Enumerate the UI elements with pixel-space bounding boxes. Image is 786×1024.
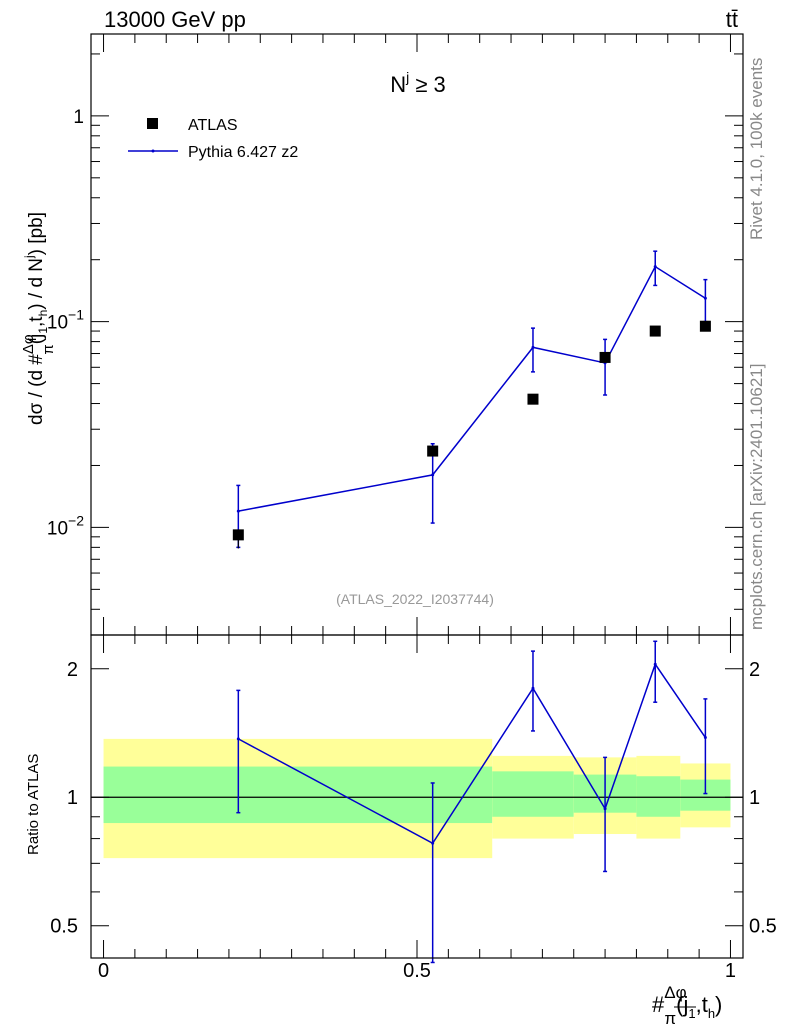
- ratio-pythia-point: [531, 686, 535, 690]
- ratio-bands: [91, 738, 743, 859]
- ratio-pythia-point: [236, 737, 240, 741]
- process-label: tt̄: [726, 7, 738, 32]
- atlas-point: [699, 320, 711, 332]
- legend-pythia-label: Pythia 6.427 z2: [188, 144, 298, 161]
- mcplots-label: mcplots.cern.ch [arXiv:2401.10621]: [747, 364, 766, 630]
- ratio-band-green: [103, 766, 493, 824]
- ratio-band-green: [492, 771, 574, 817]
- atlas-point: [427, 445, 439, 457]
- ratio-pythia-point: [653, 662, 657, 666]
- atlas-point: [649, 325, 661, 337]
- legend-atlas-marker: [147, 118, 158, 129]
- main-ytick-label: 10−2: [47, 512, 84, 539]
- ratio-ytick-label-left: 1: [67, 787, 78, 809]
- ratio-ylabel: Ratio to ATLAS: [25, 754, 42, 855]
- pythia-point: [531, 345, 535, 349]
- legend-atlas-label: ATLAS: [188, 117, 238, 134]
- pythia-line: [238, 265, 706, 512]
- ratio-pythia-line: [237, 662, 707, 845]
- atlas-point: [232, 529, 244, 541]
- ratio-band-green: [636, 776, 681, 817]
- legend: ATLAS Pythia 6.427 z2: [128, 117, 298, 161]
- ratio-ytick-label-left: 0.5: [50, 916, 78, 938]
- atlas-point: [599, 351, 611, 363]
- ratio-pythia-point: [431, 841, 435, 845]
- ratio-ytick-label-left: 2: [67, 659, 78, 681]
- ratio-ticks: 0.5 0.5 1 1 2 2 0 0.5 1: [50, 635, 777, 982]
- pythia-point: [653, 265, 657, 269]
- analysis-annotation: (ATLAS_2022_I2037744): [336, 591, 494, 607]
- ratio-ytick-label-right: 0.5: [749, 916, 777, 938]
- main-ytick-label: 10−1: [47, 307, 84, 334]
- pythia-point: [703, 296, 707, 300]
- xtick-label: 0: [98, 960, 109, 982]
- pythia-point: [431, 473, 435, 477]
- pythia-point: [236, 509, 240, 513]
- ratio-pythia-point: [603, 807, 607, 811]
- main-title: Nj ≥ 3: [390, 69, 446, 97]
- energy-label: 13000 GeV pp: [104, 7, 246, 32]
- main-ytick-label: 1: [73, 107, 84, 128]
- ratio-frame: [90, 634, 744, 959]
- ratio-ytick-label-right: 1: [749, 787, 760, 809]
- rivet-label: Rivet 4.1.0, 100k events: [747, 58, 766, 240]
- ratio-pythia-point: [703, 736, 707, 740]
- legend-pythia-marker: [151, 149, 155, 153]
- atlas-point: [527, 393, 539, 405]
- xlabel: #Δφ π(j1,th): [652, 983, 722, 1024]
- main-series: [232, 250, 711, 549]
- xtick-label: 0.5: [403, 960, 431, 982]
- xtick-label: 1: [725, 960, 736, 982]
- ratio-series: [236, 640, 708, 964]
- ratio-ytick-label-right: 2: [749, 659, 760, 681]
